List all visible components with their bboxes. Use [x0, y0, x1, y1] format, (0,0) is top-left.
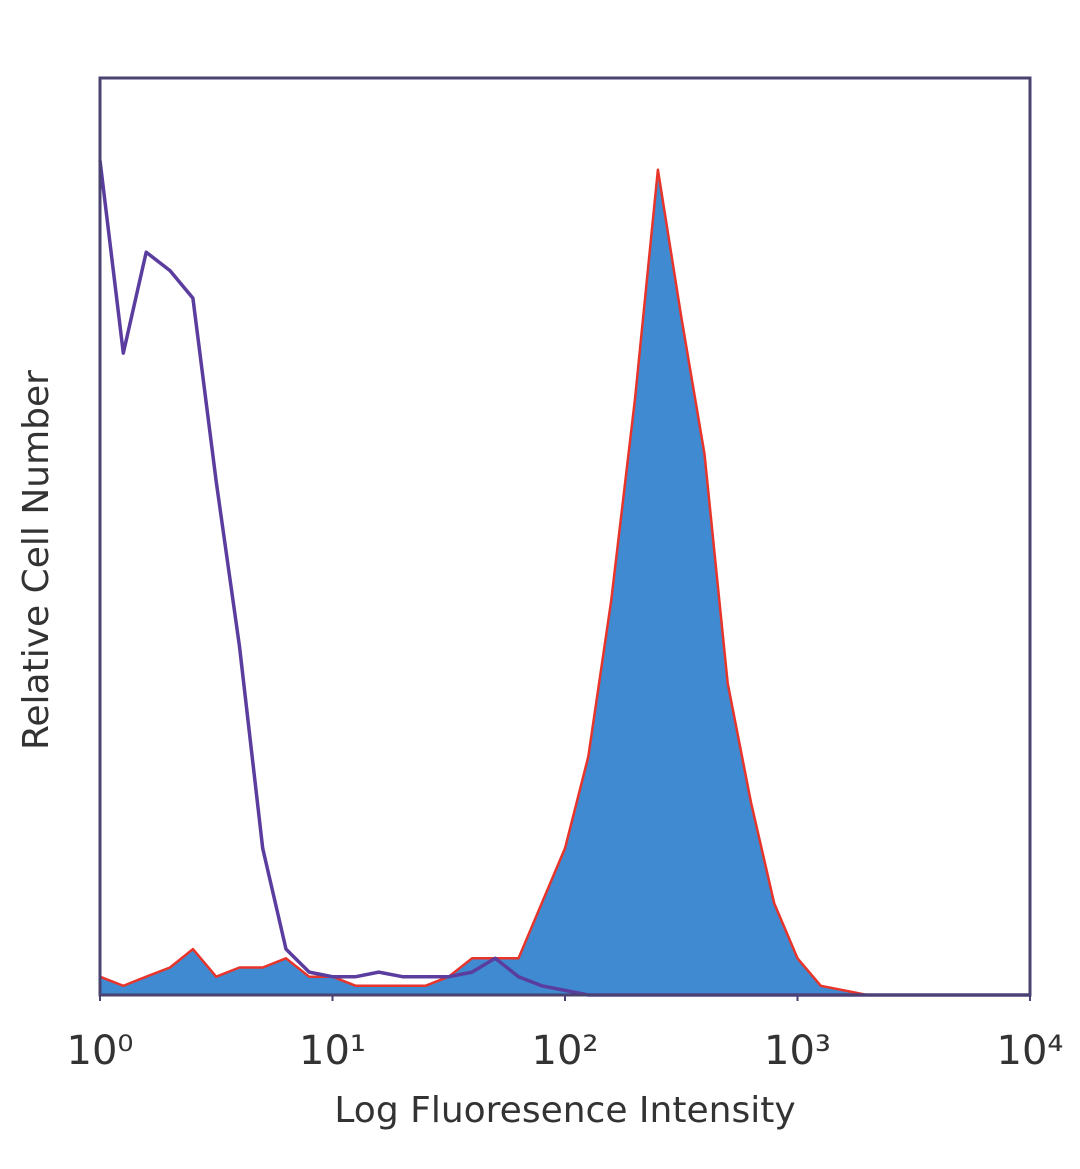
histogram-area [98, 168, 1032, 997]
x-tick-label: 10⁰ [67, 1028, 134, 1074]
x-tick-label: 10² [532, 1028, 599, 1074]
plot-frame [98, 76, 1032, 997]
x-tick-label: 10³ [764, 1028, 831, 1074]
x-tick-label: 10⁴ [997, 1028, 1064, 1074]
y-axis-title: Relative Cell Number [16, 370, 57, 750]
x-tick-label: 10¹ [299, 1028, 366, 1074]
x-axis-title: Log Fluoresence Intensity [334, 1090, 795, 1131]
